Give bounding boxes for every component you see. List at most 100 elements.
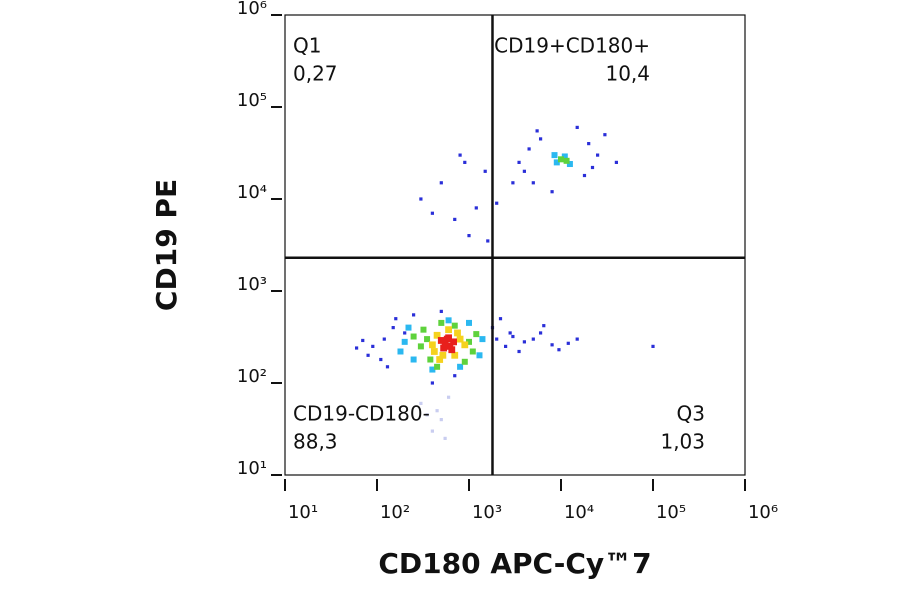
point bbox=[419, 197, 423, 201]
point bbox=[450, 338, 457, 346]
plot-frame bbox=[284, 14, 746, 476]
quadrant-percent: 1,03 bbox=[660, 430, 705, 454]
x-tick-label: 10³ bbox=[472, 502, 502, 523]
point bbox=[412, 313, 416, 317]
quadrant-percent: 10,4 bbox=[605, 62, 650, 86]
point bbox=[451, 351, 459, 359]
point bbox=[379, 357, 383, 362]
point bbox=[403, 331, 407, 335]
point bbox=[495, 337, 499, 341]
point bbox=[486, 239, 490, 243]
point bbox=[511, 334, 515, 339]
point bbox=[566, 161, 573, 168]
point bbox=[575, 337, 579, 341]
point bbox=[511, 181, 515, 185]
point bbox=[440, 344, 448, 352]
point bbox=[429, 366, 436, 373]
point bbox=[425, 413, 429, 417]
point bbox=[361, 338, 365, 343]
quadrant-name: Q3 bbox=[677, 402, 705, 426]
point bbox=[469, 348, 476, 355]
point bbox=[391, 326, 395, 330]
point bbox=[401, 338, 408, 345]
point bbox=[551, 152, 558, 159]
point bbox=[561, 153, 568, 160]
y-axis-label: CD19 PE bbox=[150, 179, 183, 311]
point bbox=[456, 335, 464, 343]
point bbox=[473, 331, 480, 338]
point bbox=[466, 319, 472, 326]
point bbox=[443, 436, 447, 440]
point bbox=[531, 181, 535, 185]
point bbox=[651, 344, 655, 348]
point bbox=[531, 337, 535, 341]
point bbox=[453, 217, 457, 222]
x-tick-label: 10¹ bbox=[288, 502, 318, 523]
point bbox=[467, 234, 471, 238]
point bbox=[448, 346, 456, 354]
point bbox=[517, 160, 521, 164]
y-tick-label: 10⁶ bbox=[237, 0, 267, 19]
point bbox=[439, 351, 447, 359]
point bbox=[498, 317, 503, 321]
point bbox=[476, 352, 483, 359]
point bbox=[463, 160, 467, 164]
point bbox=[550, 190, 554, 194]
point bbox=[417, 343, 424, 350]
point bbox=[535, 129, 539, 133]
point bbox=[566, 341, 570, 345]
point bbox=[483, 169, 487, 173]
x-tick-label: 10⁴ bbox=[564, 502, 594, 523]
point bbox=[590, 165, 595, 170]
point bbox=[445, 326, 452, 334]
point bbox=[435, 409, 439, 413]
point bbox=[438, 319, 445, 326]
point bbox=[550, 343, 554, 347]
point bbox=[522, 169, 526, 173]
point bbox=[461, 341, 469, 349]
point bbox=[420, 326, 427, 333]
point bbox=[430, 348, 438, 355]
point bbox=[596, 153, 600, 157]
point bbox=[445, 317, 452, 324]
x-tick-label: 10² bbox=[380, 502, 410, 523]
point bbox=[443, 335, 451, 343]
point bbox=[508, 331, 512, 335]
point bbox=[451, 322, 458, 329]
quadrant-name: Q1 bbox=[293, 34, 321, 58]
x-tick-label: 10⁵ bbox=[656, 502, 686, 523]
quadrant-percent: 0,27 bbox=[293, 62, 338, 86]
point bbox=[366, 353, 370, 357]
point bbox=[434, 363, 441, 370]
point bbox=[428, 341, 436, 349]
point bbox=[575, 125, 579, 130]
point bbox=[582, 173, 587, 178]
point bbox=[397, 348, 404, 355]
point bbox=[553, 159, 560, 166]
point bbox=[439, 181, 443, 185]
point bbox=[436, 356, 444, 363]
point bbox=[439, 309, 443, 314]
y-tick-label: 10⁵ bbox=[237, 90, 267, 111]
point bbox=[385, 365, 390, 369]
point bbox=[437, 337, 445, 344]
point bbox=[542, 324, 546, 328]
point bbox=[522, 340, 526, 344]
y-tick-label: 10⁴ bbox=[237, 182, 267, 203]
point bbox=[439, 418, 443, 422]
point bbox=[457, 363, 464, 370]
point bbox=[527, 147, 531, 151]
point bbox=[603, 133, 607, 137]
point bbox=[394, 317, 398, 321]
point bbox=[458, 153, 462, 157]
point bbox=[504, 344, 508, 348]
point bbox=[410, 333, 417, 340]
x-axis-label: CD180 APC-Cy™7 bbox=[378, 547, 651, 580]
point bbox=[517, 349, 521, 354]
point bbox=[557, 348, 561, 352]
point bbox=[495, 201, 499, 205]
point bbox=[614, 160, 618, 164]
point bbox=[446, 395, 451, 399]
point bbox=[441, 339, 449, 347]
y-tick-label: 10¹ bbox=[237, 458, 267, 479]
